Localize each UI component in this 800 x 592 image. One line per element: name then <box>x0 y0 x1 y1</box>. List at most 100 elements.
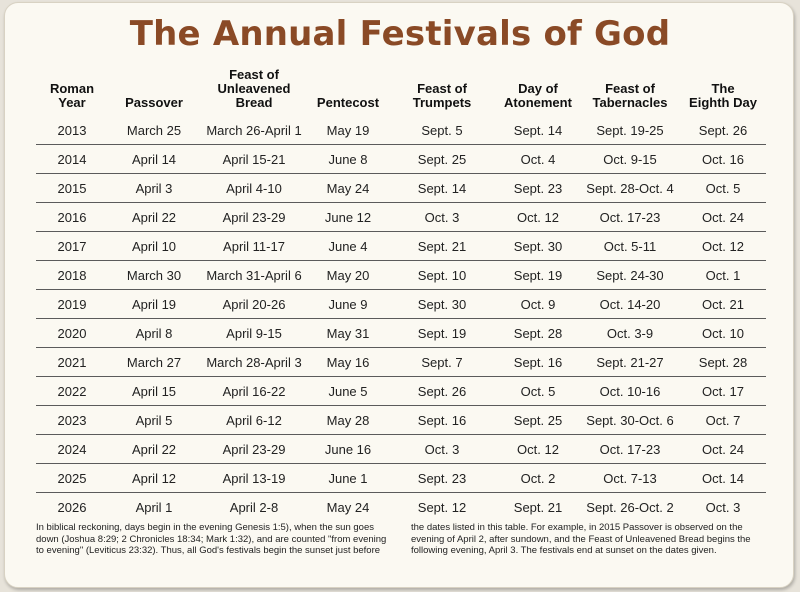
cell-pentecost: May 24 <box>326 499 370 515</box>
cell-tabernacles: Sept. 26-Oct. 2 <box>586 499 674 515</box>
cell-pentecost: June 8 <box>308 144 388 174</box>
cell-trumpets: Sept. 19 <box>388 318 496 348</box>
column-header-tabernacles: Feast of Tabernacles <box>592 81 668 110</box>
cell-unleavened-bread: April 9-15 <box>200 318 308 348</box>
cell-atonement: Oct. 9 <box>496 289 580 319</box>
cell-pentecost: May 31 <box>308 318 388 348</box>
table-row: 2021 March 27 March 28-April 3 May 16 Sept. … <box>36 347 766 377</box>
cell-tabernacles: Oct. 3-9 <box>580 318 680 348</box>
footnote-right: the dates listed in this table. For exam… <box>411 522 751 556</box>
column-header-unleavened-bread: Feast of Unleavened Bread <box>217 67 291 110</box>
cell-unleavened-bread: April 4-10 <box>200 173 308 203</box>
cell-year: 2025 <box>36 463 108 493</box>
table-row: 2018 March 30 March 31-April 6 May 20 Sept. … <box>36 260 766 290</box>
cell-unleavened-bread: March 26-April 1 <box>200 116 308 145</box>
cell-unleavened-bread: April 15-21 <box>200 144 308 174</box>
cell-trumpets: Sept. 5 <box>388 116 496 145</box>
cell-trumpets: Sept. 26 <box>388 376 496 406</box>
cell-pentecost: May 19 <box>308 116 388 145</box>
cell-tabernacles: Oct. 17-23 <box>580 202 680 232</box>
cell-trumpets: Sept. 7 <box>388 347 496 377</box>
cell-eighth-day: Sept. 28 <box>680 347 766 377</box>
cell-atonement: Sept. 25 <box>496 405 580 435</box>
cell-tabernacles: Oct. 10-16 <box>580 376 680 406</box>
cell-unleavened-bread: April 20-26 <box>200 289 308 319</box>
cell-trumpets: Oct. 3 <box>388 434 496 464</box>
cell-year: 2021 <box>36 347 108 377</box>
cell-tabernacles: Sept. 24-30 <box>580 260 680 290</box>
table-row: 2026 April 1 April 2-8 May 24 Sept. 12 Sept. … <box>36 493 766 522</box>
cell-atonement: Oct. 4 <box>496 144 580 174</box>
cell-tabernacles: Oct. 9-15 <box>580 144 680 174</box>
cell-trumpets: Sept. 12 <box>417 499 467 515</box>
cell-atonement: Sept. 28 <box>496 318 580 348</box>
festival-dates-table: Roman Year Passover Feast of Unleavened Bre… <box>36 62 766 521</box>
cell-passover: April 12 <box>108 463 200 493</box>
cell-year: 2024 <box>36 434 108 464</box>
table-header-row: Roman Year Passover Feast of Unleavened Bre… <box>36 62 766 116</box>
cell-year: 2018 <box>36 260 108 290</box>
cell-eighth-day: Oct. 3 <box>705 499 741 515</box>
cell-atonement: Sept. 14 <box>496 116 580 145</box>
cell-year: 2014 <box>36 144 108 174</box>
cell-year: 2019 <box>36 289 108 319</box>
cell-year: 2017 <box>36 231 108 261</box>
table-row: 2016 April 22 April 23-29 June 12 Oct. 3 Oct.… <box>36 202 766 232</box>
cell-passover: April 5 <box>108 405 200 435</box>
cell-tabernacles: Oct. 17-23 <box>580 434 680 464</box>
cell-eighth-day: Oct. 17 <box>680 376 766 406</box>
cell-unleavened-bread: April 13-19 <box>200 463 308 493</box>
cell-unleavened-bread: April 23-29 <box>200 434 308 464</box>
cell-passover: April 15 <box>108 376 200 406</box>
cell-atonement: Sept. 30 <box>496 231 580 261</box>
table-row: 2014 April 14 April 15-21 June 8 Sept. 25 Oct… <box>36 144 766 174</box>
table-row: 2017 April 10 April 11-17 June 4 Sept. 21 Sep… <box>36 231 766 261</box>
cell-year: 2023 <box>36 405 108 435</box>
table-row: 2022 April 15 April 16-22 June 5 Sept. 26 Oct… <box>36 376 766 406</box>
cell-passover: March 25 <box>108 116 200 145</box>
cell-year: 2026 <box>57 499 87 515</box>
cell-pentecost: June 12 <box>308 202 388 232</box>
cell-year: 2016 <box>36 202 108 232</box>
cell-eighth-day: Oct. 12 <box>680 231 766 261</box>
table-row: 2013 March 25 March 26-April 1 May 19 Sept. … <box>36 116 766 145</box>
cell-trumpets: Sept. 14 <box>388 173 496 203</box>
cell-unleavened-bread: April 23-29 <box>200 202 308 232</box>
cell-atonement: Oct. 2 <box>496 463 580 493</box>
cell-trumpets: Sept. 23 <box>388 463 496 493</box>
cell-year: 2013 <box>36 116 108 145</box>
cell-eighth-day: Oct. 21 <box>680 289 766 319</box>
cell-tabernacles: Sept. 19-25 <box>580 116 680 145</box>
table-row: 2019 April 19 April 20-26 June 9 Sept. 30 Oct… <box>36 289 766 319</box>
cell-pentecost: June 5 <box>308 376 388 406</box>
table-row: 2015 April 3 April 4-10 May 24 Sept. 14 Sept.… <box>36 173 766 203</box>
cell-eighth-day: Oct. 14 <box>680 463 766 493</box>
cell-passover: April 1 <box>135 499 173 515</box>
cell-passover: April 10 <box>108 231 200 261</box>
cell-year: 2020 <box>36 318 108 348</box>
cell-passover: March 27 <box>108 347 200 377</box>
cell-passover: April 3 <box>108 173 200 203</box>
cell-trumpets: Sept. 10 <box>388 260 496 290</box>
cell-trumpets: Sept. 16 <box>388 405 496 435</box>
cell-passover: April 22 <box>108 434 200 464</box>
cell-eighth-day: Oct. 24 <box>680 434 766 464</box>
cell-year: 2022 <box>36 376 108 406</box>
cell-unleavened-bread: March 28-April 3 <box>200 347 308 377</box>
column-header-atonement: Day of Atonement <box>504 81 572 110</box>
table-row: 2023 April 5 April 6-12 May 28 Sept. 16 Sept.… <box>36 405 766 435</box>
cell-passover: April 8 <box>108 318 200 348</box>
column-header-eighth-day: The Eighth Day <box>689 81 757 110</box>
cell-pentecost: May 20 <box>308 260 388 290</box>
table-row: 2024 April 22 April 23-29 June 16 Oct. 3 Oct.… <box>36 434 766 464</box>
cell-trumpets: Oct. 3 <box>388 202 496 232</box>
cell-trumpets: Sept. 25 <box>388 144 496 174</box>
cell-pentecost: June 1 <box>308 463 388 493</box>
table-body: 2013 March 25 March 26-April 1 May 19 Sept. … <box>36 116 766 521</box>
column-header-pentecost: Pentecost <box>316 95 380 110</box>
cell-passover: March 30 <box>108 260 200 290</box>
cell-tabernacles: Sept. 21-27 <box>580 347 680 377</box>
cell-tabernacles: Oct. 7-13 <box>580 463 680 493</box>
page-title: The Annual Festivals of God <box>129 14 671 54</box>
cell-eighth-day: Oct. 24 <box>680 202 766 232</box>
